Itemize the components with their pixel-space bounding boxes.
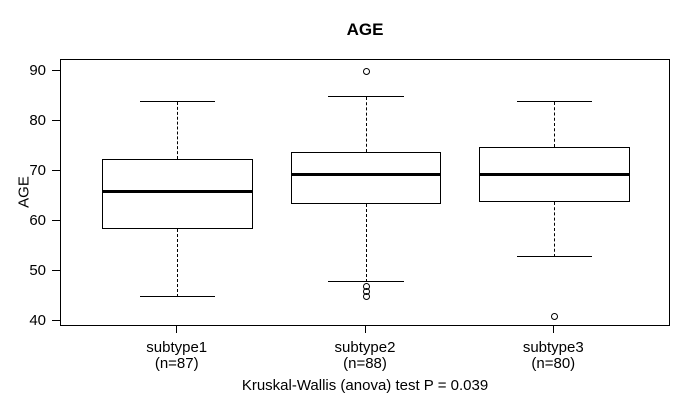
- y-axis-title: AGE: [15, 176, 33, 208]
- group-label: subtype2: [334, 339, 396, 356]
- lower-whisker-line: [553, 201, 555, 257]
- lower-whisker-line: [365, 204, 367, 282]
- upper-whisker-cap: [140, 101, 216, 103]
- median-line: [102, 190, 254, 194]
- y-axis-tick-label: 90: [29, 61, 46, 79]
- upper-whisker-line: [553, 101, 555, 147]
- y-axis-tick-label: 80: [29, 111, 46, 129]
- y-axis-tick: [52, 120, 60, 122]
- y-axis-tick: [52, 70, 60, 72]
- x-axis-group-label: subtype3 (n=80): [478, 340, 628, 372]
- y-axis-tick-label: 70: [29, 161, 46, 179]
- group-n-label: (n=88): [343, 355, 387, 372]
- y-axis-tick: [52, 220, 60, 222]
- y-axis-tick-label: 40: [29, 311, 46, 329]
- group-label: subtype3: [522, 339, 584, 356]
- x-axis-tick: [552, 326, 554, 333]
- x-axis-tick: [364, 326, 366, 333]
- y-axis-tick-label: 50: [29, 261, 46, 279]
- lower-whisker-cap: [328, 281, 404, 283]
- upper-whisker-cap: [516, 101, 592, 103]
- outlier-point: [362, 293, 370, 301]
- outlier-point: [362, 68, 370, 76]
- y-axis-tick: [52, 320, 60, 322]
- y-axis-tick-label: 60: [29, 211, 46, 229]
- x-axis-group-label: subtype1 (n=87): [102, 340, 252, 372]
- outlier-point: [550, 313, 558, 321]
- lower-whisker-cap: [140, 296, 216, 298]
- plot-area: [60, 59, 670, 326]
- x-axis-group-label: subtype2 (n=88): [290, 340, 440, 372]
- iqr-box: [290, 151, 442, 205]
- lower-whisker-cap: [516, 256, 592, 258]
- y-axis-tick: [52, 270, 60, 272]
- group-n-label: (n=80): [531, 355, 576, 372]
- upper-whisker-line: [365, 96, 367, 152]
- lower-whisker-line: [177, 229, 179, 297]
- iqr-box: [102, 159, 254, 230]
- upper-whisker-line: [177, 101, 179, 160]
- kruskal-wallis-caption: Kruskal-Wallis (anova) test P = 0.039: [241, 377, 489, 394]
- upper-whisker-cap: [328, 96, 404, 98]
- group-n-label: (n=87): [154, 355, 199, 372]
- group-label: subtype1: [146, 339, 208, 356]
- y-axis-tick: [52, 170, 60, 172]
- median-line: [478, 172, 630, 176]
- median-line: [290, 172, 442, 176]
- chart-title: AGE: [346, 20, 384, 39]
- x-axis-tick: [176, 326, 178, 333]
